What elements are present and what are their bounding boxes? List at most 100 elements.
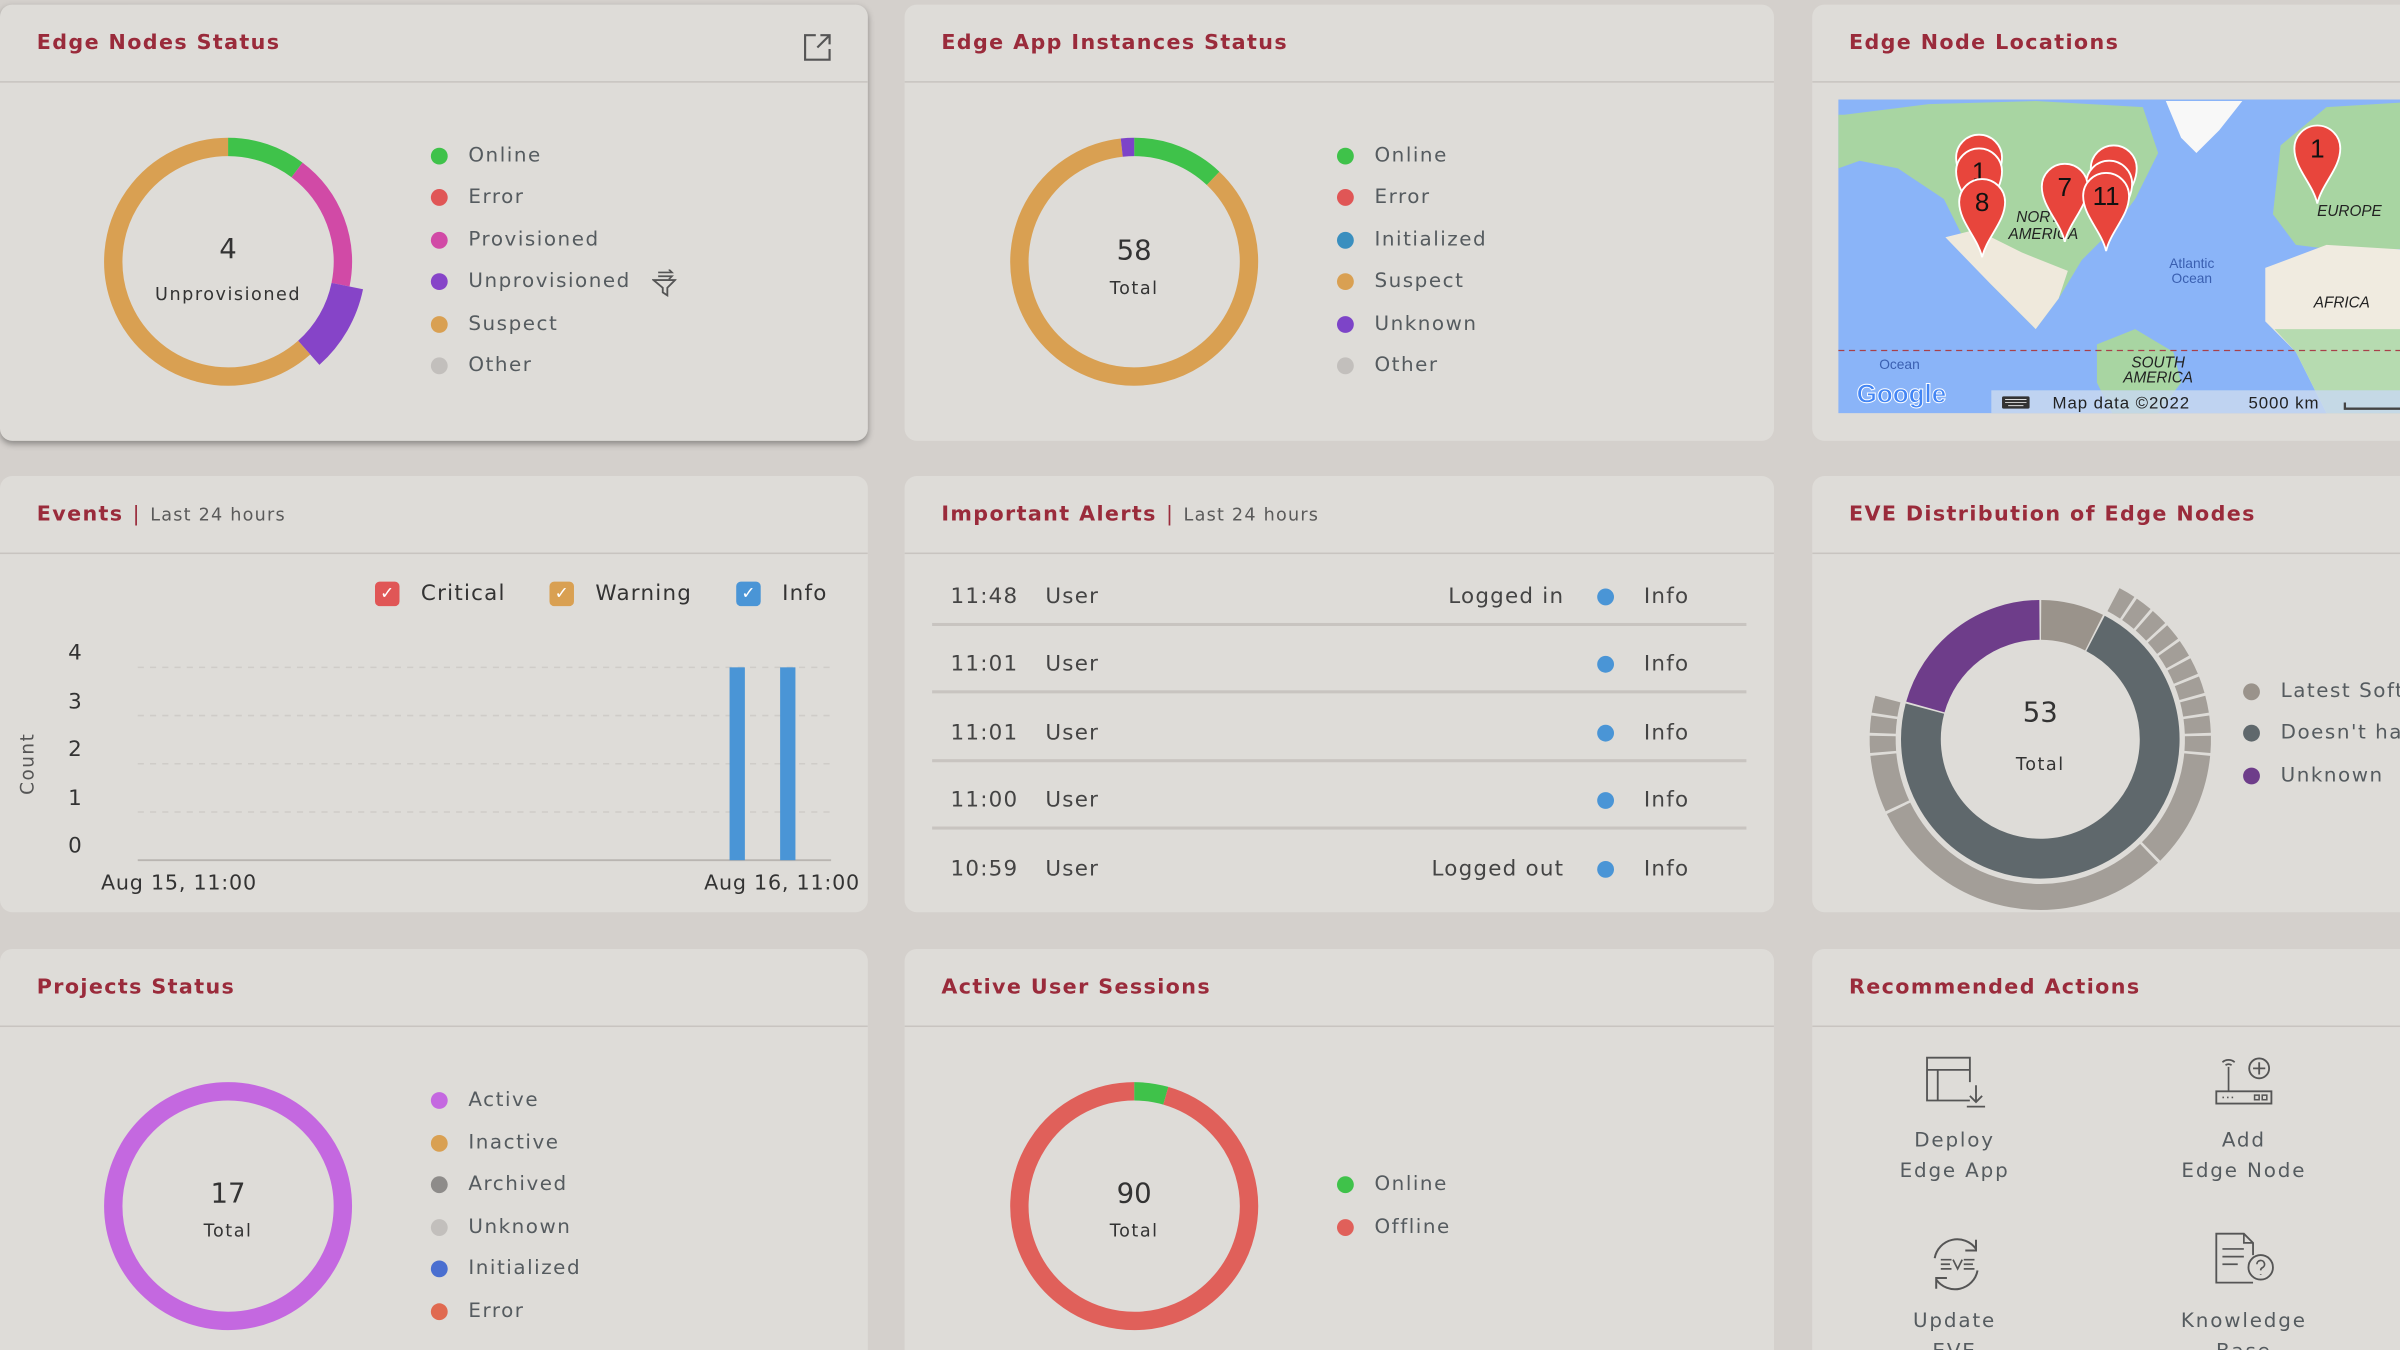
legend-dot — [430, 1134, 448, 1152]
donut-segment-provisioned[interactable] — [291, 162, 353, 287]
map[interactable]: NORTH AMERICA Atlantic Ocean EUROPE AFRI… — [1838, 99, 2400, 414]
map-scale-bar — [2343, 402, 2400, 410]
action-knowledge-base[interactable]: Knowledge Base — [2106, 1231, 2382, 1350]
edge-nodes-donut[interactable] — [0, 5, 868, 441]
legend-item[interactable]: Online — [1374, 1173, 1448, 1197]
events-title: Events — [36, 502, 124, 527]
legend-item[interactable]: Other — [468, 354, 533, 378]
legend-checkbox-info[interactable]: ✓ — [736, 581, 761, 607]
x-tick-label: Aug 16, 11:00 — [704, 870, 860, 896]
eve-outer-segment[interactable] — [2147, 625, 2179, 655]
legend-checkbox-warning[interactable]: ✓ — [549, 581, 574, 607]
eve-distribution-card: EVE Distribution of Edge Nodes 53 Total … — [1812, 476, 2400, 913]
google-logo[interactable]: Google — [1856, 378, 1947, 409]
legend-item[interactable]: Suspect — [1374, 270, 1465, 294]
map-scale-label: 5000 km — [2248, 394, 2319, 413]
donut-segment-unknown[interactable] — [1120, 137, 1135, 157]
legend-label[interactable]: Critical — [420, 581, 506, 607]
eve-inner-segment[interactable] — [1906, 599, 2041, 713]
legend-item[interactable]: Other — [1374, 354, 1439, 378]
donut-segment-offline[interactable] — [1010, 1082, 1259, 1331]
legend-item[interactable]: Unknown — [2280, 764, 2384, 788]
legend-dot — [2243, 724, 2260, 742]
map-footer — [1991, 390, 2400, 414]
legend-item[interactable]: Archived — [468, 1173, 568, 1197]
projects-donut[interactable] — [0, 949, 868, 1350]
eve-outer-segment[interactable] — [2167, 658, 2198, 684]
legend-dot — [1336, 316, 1354, 333]
legend-item[interactable]: Offline — [1374, 1216, 1451, 1240]
donut-segment-unprovisioned[interactable] — [297, 282, 364, 365]
legend-item[interactable]: Error — [468, 1300, 525, 1324]
map-attribution[interactable]: Map data ©2022 — [2053, 394, 2191, 413]
eve-inner-segment[interactable] — [1901, 615, 2180, 879]
sessions-donut[interactable] — [905, 949, 1774, 1350]
greenland-ice — [2165, 101, 2243, 154]
legend-label[interactable]: Warning — [595, 581, 693, 607]
legend-item[interactable]: Initialized — [468, 1257, 582, 1281]
eve-outer-segment[interactable] — [2183, 715, 2211, 734]
map-marker[interactable] — [2082, 172, 2130, 252]
sessions-card: Active User Sessions 90 Total Online Offl… — [904, 948, 1774, 1350]
legend-item[interactable]: Provisioned — [468, 228, 600, 252]
legend-item[interactable]: Online — [1374, 144, 1448, 168]
eve-outer-segment[interactable] — [2158, 641, 2190, 669]
event-bar[interactable] — [729, 667, 745, 861]
legend-item[interactable]: Unknown — [468, 1216, 572, 1240]
legend-item[interactable]: Suspect — [468, 313, 559, 336]
donut-segment-active[interactable] — [104, 1082, 353, 1331]
alert-time: 11:48 — [950, 584, 1019, 610]
filter-icon[interactable] — [652, 269, 677, 297]
eve-donut[interactable] — [1812, 476, 2400, 912]
eve-outer-segment[interactable] — [2184, 735, 2211, 753]
locations-card: Edge Node Locations NORTH AMERICA Atlant… — [1812, 4, 2400, 441]
legend-checkbox-critical[interactable]: ✓ — [374, 581, 400, 607]
eve-outer-segment[interactable] — [1869, 735, 1897, 753]
map-marker[interactable] — [2040, 162, 2089, 243]
eve-outer-segment[interactable] — [1886, 802, 2159, 910]
legend-dot — [1336, 147, 1354, 165]
row-divider — [932, 690, 1747, 693]
desert-land — [1945, 229, 2068, 330]
donut-segment-suspect[interactable] — [104, 137, 311, 386]
eve-inner-segment[interactable] — [2040, 599, 2104, 651]
legend-item[interactable]: Doesn't ha — [2280, 721, 2400, 745]
legend-label[interactable]: Info — [782, 581, 828, 607]
donut-center-label: Total — [203, 1219, 253, 1242]
alerts-title: Important Alerts — [941, 502, 1157, 527]
map-marker[interactable] — [1958, 178, 2007, 258]
legend-item[interactable]: Unknown — [1374, 313, 1478, 336]
card-header: Recommended Actions — [1812, 949, 2400, 1028]
legend-item[interactable]: Initialized — [1374, 228, 1488, 252]
donut-segment-online[interactable] — [1133, 137, 1220, 186]
donut-segment-online[interactable] — [1133, 1082, 1169, 1105]
alert-severity: Info — [1643, 584, 1690, 610]
eve-outer-segment[interactable] — [2135, 610, 2166, 641]
eve-outer-segment[interactable] — [1871, 695, 1901, 717]
external-link-icon[interactable] — [804, 34, 832, 62]
eve-outer-segment[interactable] — [2141, 753, 2211, 861]
action-deploy-edge-app[interactable]: Deploy Edge App — [1817, 1050, 2093, 1203]
legend-item[interactable]: Online — [468, 144, 542, 168]
eve-outer-segment[interactable] — [2122, 598, 2151, 629]
eve-outer-segment[interactable] — [2107, 588, 2135, 619]
legend-item[interactable]: Active — [468, 1089, 540, 1112]
event-bar[interactable] — [780, 667, 796, 861]
legend-item[interactable]: Unprovisioned — [468, 270, 631, 294]
donut-segment-online[interactable] — [227, 137, 303, 178]
legend-item[interactable]: Error — [468, 185, 525, 209]
app-instances-donut[interactable] — [905, 5, 1774, 441]
action-update-eve[interactable]: Update EVE — [1817, 1231, 2093, 1350]
legend-item[interactable]: Latest Soft — [2280, 680, 2400, 704]
eve-outer-segment[interactable] — [2174, 676, 2205, 701]
map-marker[interactable] — [2293, 124, 2342, 204]
donut-segment-suspect[interactable] — [1010, 138, 1259, 386]
eve-outer-segment[interactable] — [2180, 695, 2209, 717]
eve-outer-segment[interactable] — [1869, 715, 1898, 734]
legend-item[interactable]: Inactive — [468, 1131, 560, 1155]
eve-outer-segment[interactable] — [1870, 753, 1910, 812]
action-add-edge-node[interactable]: Add Edge Node — [2106, 1050, 2382, 1203]
legend-item[interactable]: Error — [1374, 185, 1431, 209]
keyboard-icon[interactable] — [2002, 396, 2030, 409]
